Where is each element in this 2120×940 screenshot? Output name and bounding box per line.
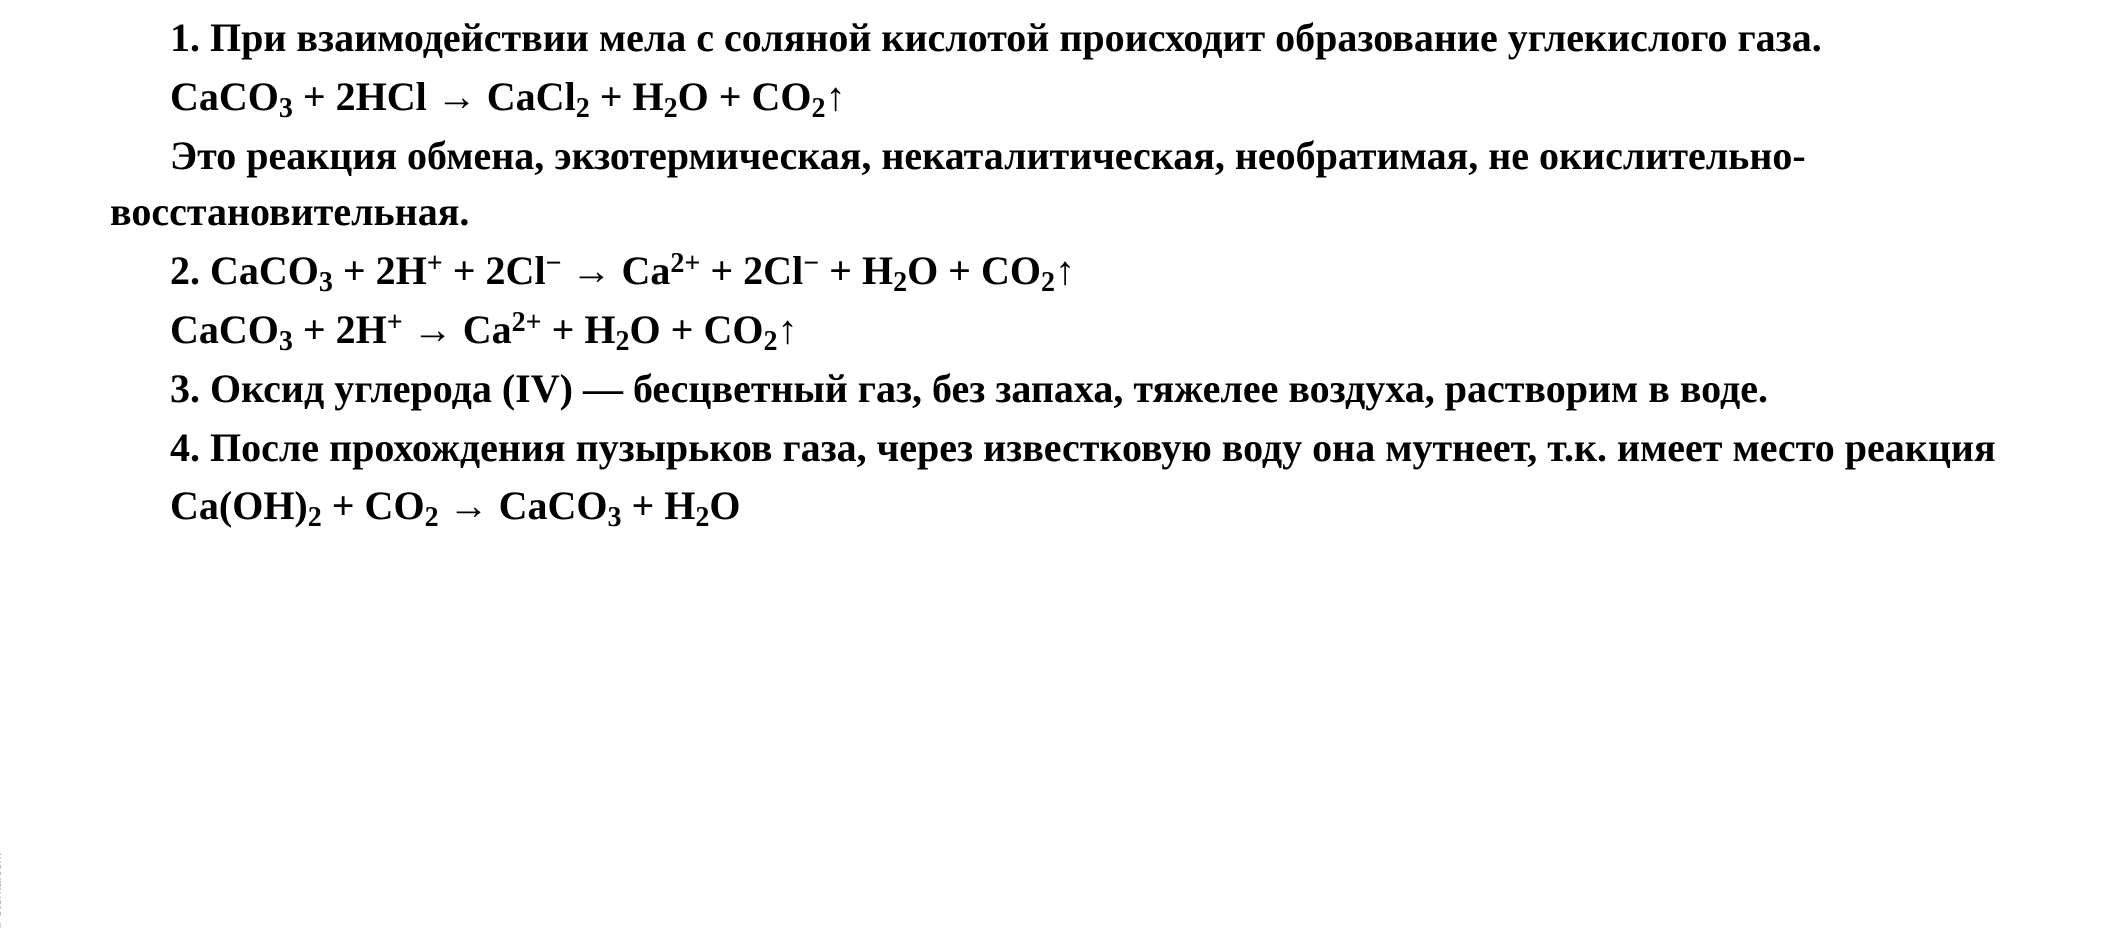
reaction-arrow-icon: →	[437, 74, 477, 119]
reactant: Ca(OH)	[170, 483, 308, 528]
subscript: 3	[279, 326, 293, 357]
product: O	[709, 483, 740, 528]
subscript: 2	[893, 267, 907, 298]
subscript: 3	[607, 502, 621, 533]
watermark-text: © 5terka.com	[0, 852, 6, 930]
product: O + CO	[907, 248, 1041, 293]
chemical-equation-4: Ca(OH)2 + CO2 → CaCO3 + H2O	[110, 478, 2090, 535]
arrow-and-product: → Ca	[403, 307, 512, 352]
arrow-and-product: → Ca	[562, 248, 671, 293]
paragraph-2: Это реакция обмена, экзотермическая, нек…	[110, 128, 2090, 242]
subscript: 2	[812, 93, 826, 124]
superscript: 2+	[670, 248, 700, 279]
subscript: 2	[1041, 267, 1055, 298]
subscript: 2	[664, 93, 678, 124]
plus: + 2H	[333, 248, 427, 293]
superscript: +	[387, 307, 403, 338]
gas-arrow-icon: ↑	[777, 308, 797, 352]
superscript: +	[427, 248, 443, 279]
subscript: 2	[616, 326, 630, 357]
subscript: 2	[695, 502, 709, 533]
paragraph-4-text: 4. После прохождения пузырьков газа, чер…	[170, 425, 1996, 470]
chemical-equation-2: 2. CaCO3 + 2H+ + 2Cl− → Ca2+ + 2Cl− + H2…	[110, 243, 2090, 300]
plus: + H	[590, 74, 664, 119]
plus: + H	[621, 483, 695, 528]
paragraph-1-text: 1. При взаимодействии мела с соляной кис…	[170, 15, 1822, 60]
paragraph-3-text: 3. Оксид углерода (IV) — бесцветный газ,…	[170, 366, 1768, 411]
reactant: CaCO	[170, 307, 279, 352]
plus: + 2HCl	[293, 74, 437, 119]
paragraph-1: 1. При взаимодействии мела с соляной кис…	[110, 10, 2090, 67]
subscript: 3	[279, 93, 293, 124]
plus: + CO	[322, 483, 425, 528]
subscript: 2	[763, 326, 777, 357]
plus: + 2Cl	[700, 248, 803, 293]
plus: + H	[542, 307, 616, 352]
paragraph-2-text: Это реакция обмена, экзотермическая, нек…	[110, 133, 1806, 235]
paragraph-4: 4. После прохождения пузырьков газа, чер…	[110, 420, 2090, 477]
superscript: 2+	[512, 307, 542, 338]
subscript: 3	[319, 267, 333, 298]
superscript: −	[546, 248, 562, 279]
subscript: 2	[576, 93, 590, 124]
chemical-equation-1: CaCO3 + 2HCl → CaCl2 + H2O + CO2↑	[110, 69, 2090, 126]
gas-arrow-icon: ↑	[1055, 249, 1075, 293]
superscript: −	[803, 248, 819, 279]
arrow-and-product: → CaCO	[439, 483, 608, 528]
product: O + CO	[678, 74, 812, 119]
product: O + CO	[630, 307, 764, 352]
reactant: 2. CaCO	[170, 248, 319, 293]
reactant: CaCO	[170, 74, 279, 119]
plus: + H	[819, 248, 893, 293]
gas-arrow-icon: ↑	[826, 75, 846, 119]
product: CaCl	[477, 74, 576, 119]
paragraph-3: 3. Оксид углерода (IV) — бесцветный газ,…	[110, 361, 2090, 418]
plus: + 2Cl	[443, 248, 546, 293]
subscript: 2	[425, 502, 439, 533]
plus: + 2H	[293, 307, 387, 352]
chemical-equation-3: CaCO3 + 2H+ → Ca2+ + H2O + CO2↑	[110, 302, 2090, 359]
subscript: 2	[308, 502, 322, 533]
